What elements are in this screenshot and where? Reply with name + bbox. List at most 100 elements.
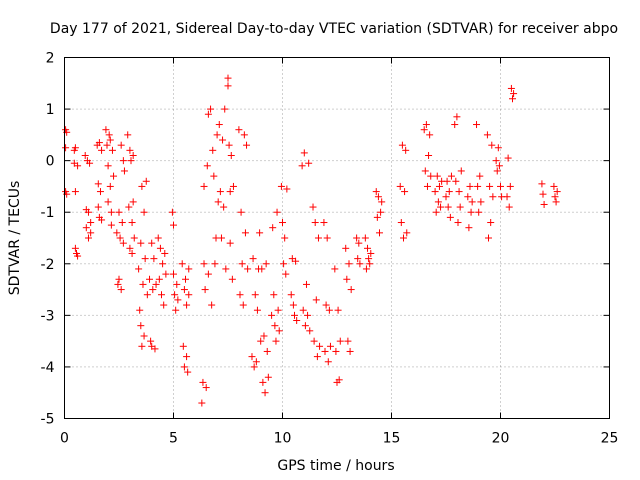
data-point xyxy=(510,90,518,98)
data-point xyxy=(225,141,233,149)
data-point xyxy=(290,311,298,319)
data-point xyxy=(120,167,128,175)
data-point xyxy=(251,291,259,299)
data-point xyxy=(171,291,179,299)
data-point xyxy=(81,151,89,159)
data-point xyxy=(152,280,160,288)
data-point xyxy=(485,234,493,242)
data-point xyxy=(427,172,435,180)
data-point xyxy=(304,311,312,319)
data-point xyxy=(94,203,102,211)
data-point xyxy=(403,229,411,237)
data-point xyxy=(168,208,176,216)
data-point xyxy=(179,342,187,350)
data-point xyxy=(174,296,182,304)
data-point xyxy=(364,244,372,252)
data-point xyxy=(446,213,454,221)
data-point xyxy=(302,280,310,288)
data-point xyxy=(321,347,329,355)
data-point xyxy=(345,260,353,268)
data-point xyxy=(130,234,138,242)
data-point xyxy=(136,306,144,314)
data-point xyxy=(486,182,494,190)
x-tick-label: 20 xyxy=(492,431,510,447)
data-point xyxy=(185,291,193,299)
data-point xyxy=(474,182,482,190)
data-point xyxy=(402,146,410,154)
data-point xyxy=(128,219,136,227)
data-point xyxy=(331,265,339,273)
data-point xyxy=(451,121,459,129)
data-point xyxy=(126,146,134,154)
data-point xyxy=(211,260,219,268)
data-point xyxy=(128,249,136,257)
data-point xyxy=(433,172,441,180)
data-point xyxy=(209,146,217,154)
data-point xyxy=(346,347,354,355)
data-point xyxy=(214,198,222,206)
data-point xyxy=(309,203,317,211)
x-axis-tick-labels: 0 5 10 15 20 25 xyxy=(60,431,618,447)
data-point xyxy=(235,126,243,134)
data-point xyxy=(326,342,334,350)
data-point xyxy=(96,188,104,196)
x-tick-label: 25 xyxy=(601,431,619,447)
data-point xyxy=(183,353,191,361)
data-point xyxy=(86,159,94,167)
data-point xyxy=(287,291,295,299)
data-point xyxy=(159,260,167,268)
data-point xyxy=(107,208,115,216)
data-point xyxy=(553,188,561,196)
data-point xyxy=(98,216,106,224)
data-point xyxy=(261,389,269,397)
data-point xyxy=(124,131,132,139)
data-point xyxy=(376,229,384,237)
data-point xyxy=(435,182,443,190)
data-point xyxy=(283,185,291,193)
data-point xyxy=(552,198,560,206)
data-point xyxy=(253,306,261,314)
data-point xyxy=(344,337,352,345)
data-point xyxy=(226,188,234,196)
data-point xyxy=(324,358,332,366)
data-point xyxy=(180,286,188,294)
data-point xyxy=(332,347,340,355)
y-tick-label: 2 xyxy=(46,51,55,67)
data-point xyxy=(354,255,362,263)
data-point xyxy=(137,239,145,247)
data-point xyxy=(115,208,123,216)
data-point xyxy=(155,275,163,283)
data-point xyxy=(143,291,151,299)
data-point xyxy=(172,306,180,314)
data-point xyxy=(82,224,90,232)
data-point xyxy=(264,373,272,381)
data-point xyxy=(475,208,483,216)
data-point xyxy=(71,244,79,252)
data-point xyxy=(431,188,439,196)
data-point xyxy=(236,291,244,299)
data-point xyxy=(140,208,148,216)
data-point xyxy=(489,193,497,201)
data-point xyxy=(273,208,281,216)
data-point xyxy=(239,301,247,309)
data-point xyxy=(422,121,430,129)
data-point xyxy=(173,280,181,288)
data-point xyxy=(114,280,122,288)
data-point xyxy=(282,270,290,278)
data-point xyxy=(217,234,225,242)
data-point xyxy=(377,208,385,216)
data-point xyxy=(158,291,166,299)
data-point xyxy=(248,353,256,361)
data-point xyxy=(467,208,475,216)
data-point xyxy=(399,234,407,242)
data-point xyxy=(208,301,216,309)
data-point xyxy=(104,198,112,206)
data-point xyxy=(181,275,189,283)
data-point xyxy=(323,234,331,242)
data-point xyxy=(204,110,212,118)
data-point xyxy=(314,234,322,242)
data-point xyxy=(466,182,474,190)
data-point xyxy=(224,82,232,90)
data-point xyxy=(202,384,210,392)
data-point xyxy=(127,157,135,165)
